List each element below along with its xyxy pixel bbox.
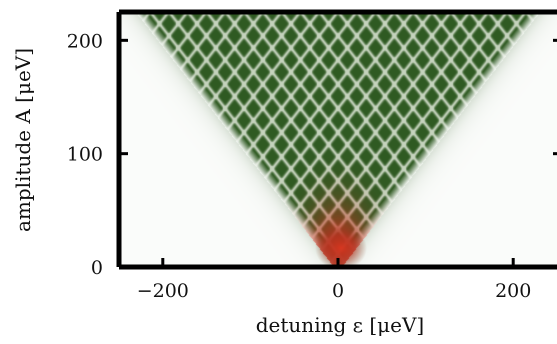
y-tick-label: 200 bbox=[67, 30, 103, 52]
x-tick-label: 0 bbox=[332, 280, 344, 302]
center-resonance-glow bbox=[315, 226, 367, 266]
x-axis-ticks: −200 0 200 bbox=[137, 258, 531, 302]
heatmap-image bbox=[119, 12, 557, 266]
right-edge-ticks bbox=[553, 38, 557, 269]
y-axis-ticks: 0 100 200 bbox=[67, 30, 128, 279]
x-tick-label: −200 bbox=[137, 280, 189, 302]
x-tick-label: 200 bbox=[495, 280, 531, 302]
plot-area bbox=[119, 12, 557, 266]
x-axis-label: detuning ε [μeV] bbox=[256, 313, 424, 337]
y-axis-label: amplitude A [μeV] bbox=[11, 48, 35, 232]
y-tick-label: 0 bbox=[91, 257, 103, 279]
y-tick-label: 100 bbox=[67, 144, 103, 166]
